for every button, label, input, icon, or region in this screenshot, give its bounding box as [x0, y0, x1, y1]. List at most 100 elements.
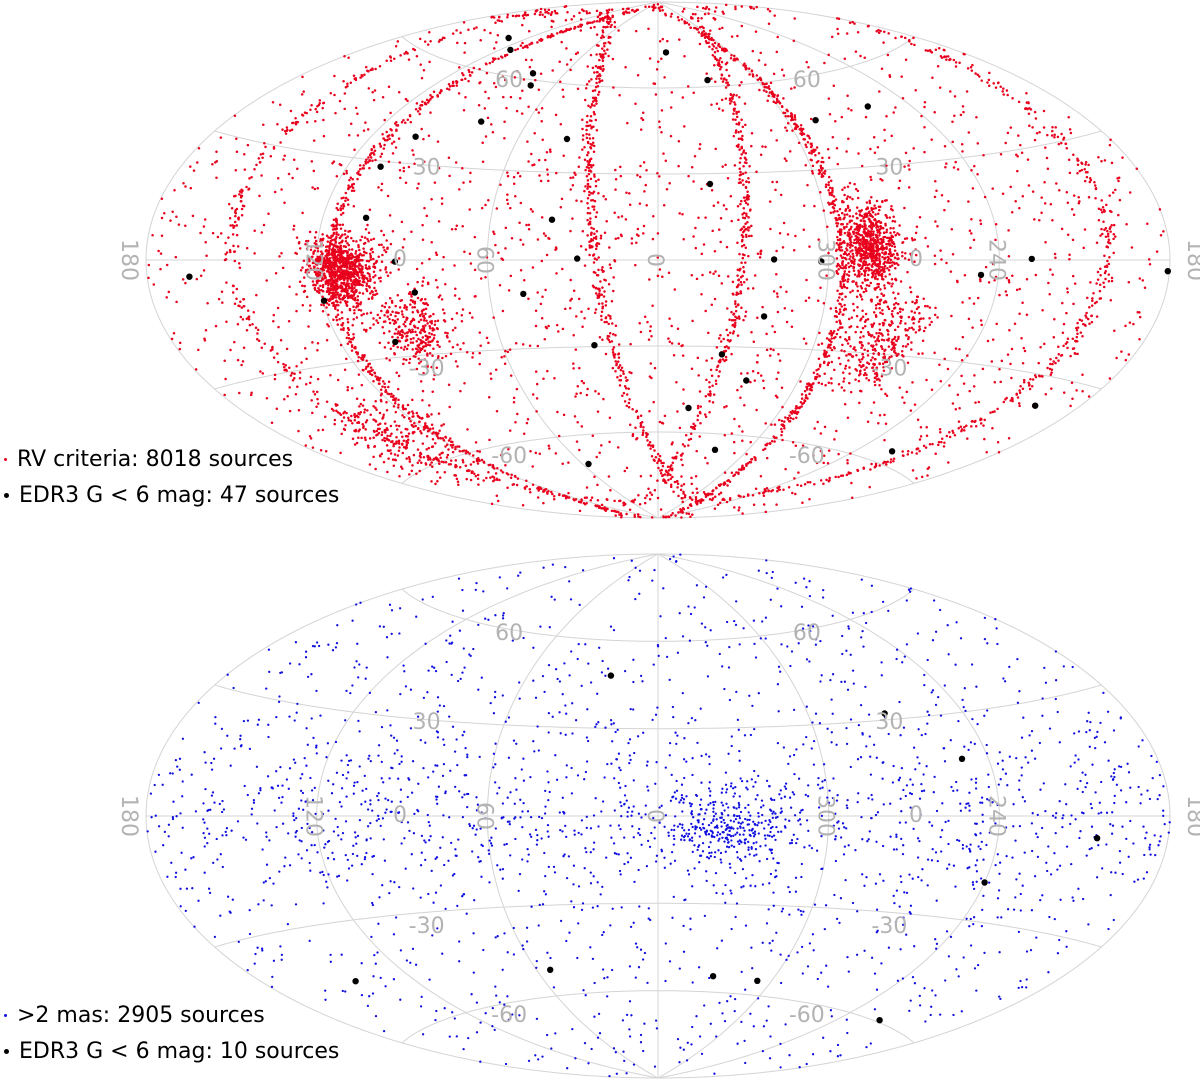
- data-point-dense: [994, 86, 998, 89]
- data-point-dense: [1083, 323, 1087, 327]
- data-point-dense: [830, 348, 834, 352]
- data-point-dense: [959, 113, 963, 117]
- data-point-dense: [719, 216, 723, 220]
- data-point-dense: [607, 314, 610, 317]
- data-point-dense: [1046, 366, 1049, 370]
- data-point-dense: [1022, 346, 1026, 350]
- data-point-dense: [234, 208, 237, 212]
- data-point-dense: [389, 395, 393, 398]
- data-point-dense: [478, 67, 481, 71]
- data-point-dense: [427, 134, 431, 138]
- data-point-dense: [495, 207, 499, 210]
- data-point-dense: [732, 330, 736, 333]
- data-point-dense: [869, 178, 873, 182]
- data-point-dense: [553, 376, 556, 380]
- data-point-dense: [769, 81, 773, 85]
- data-point-dense: [759, 249, 763, 253]
- data-point-dense: [355, 273, 359, 277]
- data-point-dense: [243, 153, 246, 156]
- data-point-dense: [681, 463, 684, 467]
- data-point-dense: [957, 426, 960, 430]
- data-point-dense: [614, 324, 618, 328]
- data-point-dense: [797, 471, 800, 474]
- data-point-dense: [590, 119, 593, 123]
- data-point-dense: [328, 290, 331, 294]
- data-point-dense: [835, 242, 839, 245]
- data-point-dense: [695, 277, 699, 281]
- data-point-dense: [232, 194, 236, 198]
- data-point-dense: [833, 347, 836, 350]
- data-point-dense: [445, 87, 449, 90]
- data-point-dense: [378, 316, 382, 320]
- data-point-dense: [594, 215, 598, 219]
- data-point-dense: [1015, 288, 1019, 292]
- data-point-dense: [741, 134, 744, 138]
- data-point-dense: [713, 63, 716, 67]
- data-point-dense: [313, 187, 317, 191]
- data-point-dense: [1082, 246, 1085, 250]
- data-point-dense: [658, 420, 662, 424]
- data-point-dense: [723, 498, 726, 502]
- data-point-dense: [717, 274, 721, 277]
- data-point-dense: [614, 237, 618, 241]
- data-point-dense: [592, 261, 596, 264]
- data-point-dense: [912, 36, 915, 40]
- data-point-dense: [744, 227, 747, 231]
- data-point-dense: [347, 419, 351, 422]
- data-point-dense: [775, 292, 779, 295]
- data-point-dense: [680, 516, 683, 519]
- data-point-dense: [498, 478, 501, 482]
- data-point-dense: [1088, 322, 1091, 326]
- data-point-dense: [305, 111, 308, 115]
- data-point-dense: [920, 475, 924, 479]
- data-point-dense: [1021, 362, 1025, 365]
- data-point-dense: [515, 483, 519, 487]
- data-point-dense: [588, 193, 591, 197]
- data-point-dense: [260, 231, 264, 234]
- data-point-dense: [885, 164, 888, 168]
- data-point-dense: [778, 231, 782, 235]
- data-point-dense: [698, 147, 701, 150]
- data-point-dense: [590, 165, 593, 169]
- data-point-dense: [601, 306, 604, 310]
- data-point-dense: [913, 43, 916, 47]
- data-point-dense: [308, 381, 312, 385]
- data-point-dense: [704, 309, 707, 313]
- data-point-dense: [380, 188, 383, 192]
- data-point-dense: [841, 313, 845, 316]
- data-point-dense: [1007, 255, 1011, 258]
- data-point-dense: [1088, 176, 1092, 180]
- data-point-dense: [870, 208, 874, 212]
- data-point-dense: [199, 231, 202, 235]
- data-point-dense: [730, 219, 733, 223]
- data-point-dense: [1020, 151, 1024, 155]
- data-point-dense: [676, 486, 679, 489]
- data-point-dense: [659, 459, 662, 462]
- data-point-dense: [159, 252, 163, 255]
- data-point-dense: [1080, 319, 1084, 322]
- data-point-dense: [534, 451, 538, 455]
- data-point-dense: [794, 234, 797, 238]
- data-point-dense: [807, 296, 811, 300]
- data-point-dense: [514, 420, 517, 424]
- data-point-dense: [483, 28, 486, 32]
- data-point-dense: [968, 296, 971, 300]
- data-point-dense: [1009, 126, 1013, 129]
- data-point-dense: [735, 122, 738, 126]
- data-point-dense: [431, 427, 435, 430]
- data-point-dense: [579, 391, 582, 395]
- data-point-dense: [742, 270, 746, 273]
- data-point-dense: [583, 158, 587, 161]
- data-point-dense: [642, 426, 645, 429]
- data-point-dense: [843, 213, 846, 217]
- data-point-dense: [595, 81, 598, 85]
- data-point-dense: [765, 486, 769, 490]
- data-point-dense: [500, 20, 504, 23]
- data-point-dense: [523, 12, 527, 16]
- data-point-dense: [417, 182, 420, 185]
- data-point-dense: [998, 293, 1001, 297]
- data-point-dense: [336, 313, 340, 317]
- data-point-dense: [372, 98, 376, 102]
- data-point-dense: [1064, 142, 1067, 146]
- data-point-dense: [367, 239, 370, 243]
